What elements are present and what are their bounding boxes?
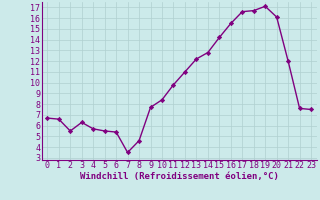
X-axis label: Windchill (Refroidissement éolien,°C): Windchill (Refroidissement éolien,°C) xyxy=(80,172,279,181)
